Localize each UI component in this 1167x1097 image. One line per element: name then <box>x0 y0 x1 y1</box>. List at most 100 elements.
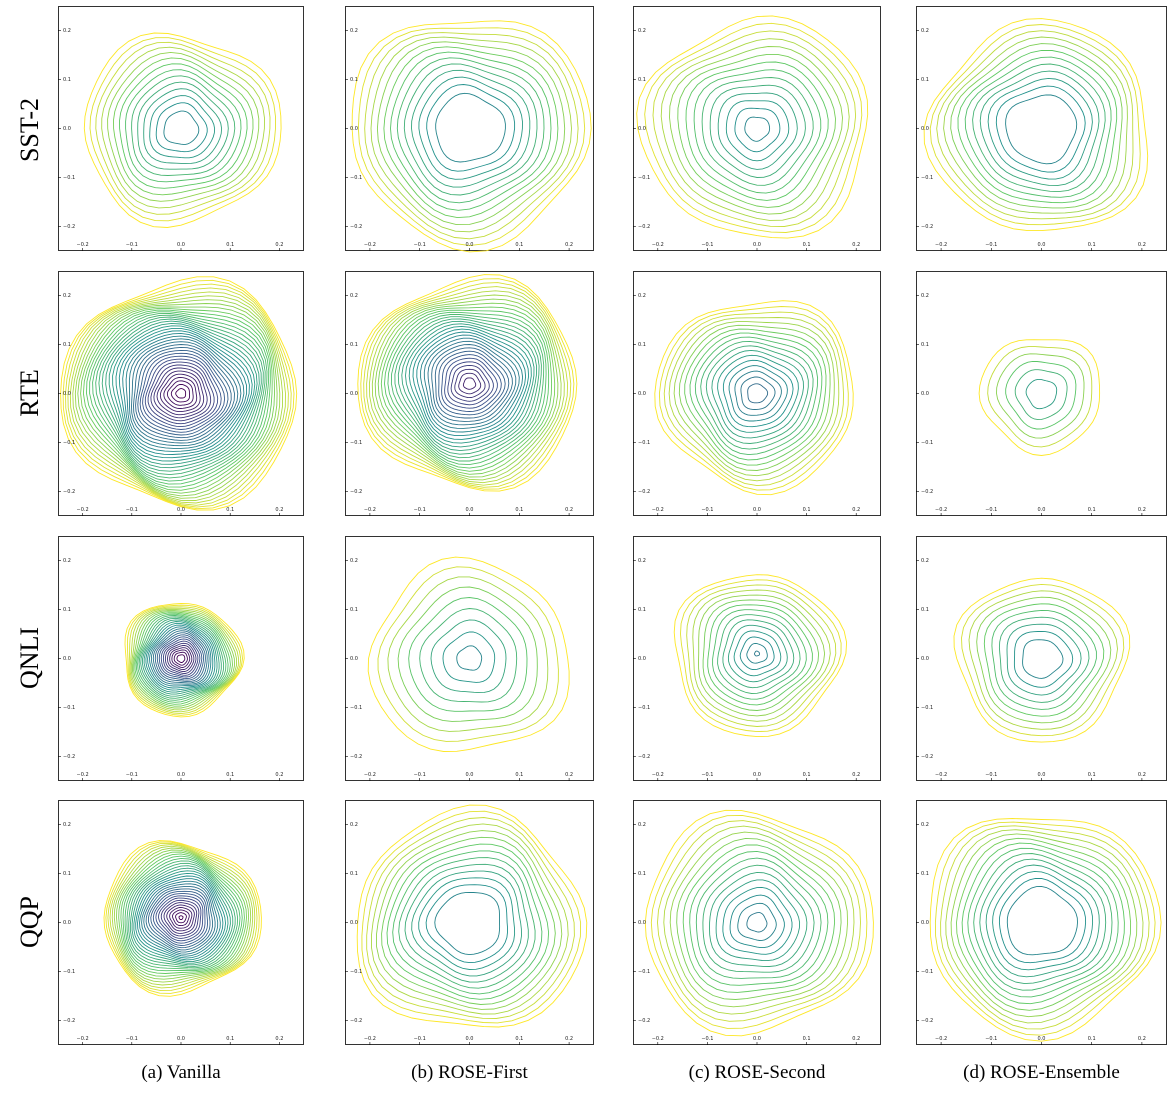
contour-level <box>62 279 295 510</box>
contour-level <box>727 624 788 683</box>
contour-level <box>380 306 553 472</box>
contour-level <box>130 608 237 711</box>
contour-level <box>113 847 252 983</box>
contour-lines <box>923 18 1149 232</box>
contour-level <box>1006 623 1082 696</box>
contour-level <box>447 361 494 406</box>
contour-level <box>360 278 575 490</box>
contour-level <box>115 327 253 459</box>
y-tick-label: 0.0 <box>350 656 358 662</box>
y-tick-label: 0.2 <box>63 822 71 828</box>
y-tick-label: −0.2 <box>63 224 75 230</box>
contour-level <box>131 75 236 176</box>
y-tick-label: −0.1 <box>921 175 933 181</box>
contour-lines <box>83 32 282 228</box>
y-tick-label: −0.2 <box>63 754 75 760</box>
contour-level <box>147 361 215 425</box>
contour-level <box>394 316 542 459</box>
contour-level <box>364 32 579 240</box>
y-tick-label: 0.0 <box>63 391 71 397</box>
contour-level <box>118 330 250 455</box>
contour-level <box>403 63 538 196</box>
y-tick-label: 0.0 <box>921 391 929 397</box>
y-tick-label: −0.2 <box>638 754 650 760</box>
axes-frame <box>916 536 1167 781</box>
contour-level <box>366 286 569 486</box>
contour-level <box>677 53 836 208</box>
contour-level <box>408 597 528 712</box>
contour-level <box>122 855 243 972</box>
y-tick-label: 0.1 <box>921 607 929 613</box>
contour-level <box>160 638 201 678</box>
contour-lines <box>103 840 262 997</box>
contour-level <box>139 878 221 957</box>
x-tick-label: −0.2 <box>652 772 664 778</box>
contour-level <box>396 57 545 204</box>
contour-level <box>152 630 208 684</box>
x-tick-label: 0.1 <box>1088 1036 1096 1042</box>
contour-level <box>427 340 517 426</box>
contour-level <box>150 628 210 685</box>
contour-level <box>660 38 850 221</box>
x-tick-label: 0.0 <box>466 242 474 248</box>
contour-level <box>1025 378 1058 410</box>
y-tick-label: 0.2 <box>921 558 929 564</box>
y-tick-label: 0.2 <box>638 822 646 828</box>
contour-level <box>754 650 760 657</box>
y-tick-label: −0.1 <box>921 440 933 446</box>
contour-level <box>120 853 245 974</box>
contour-lines <box>351 20 592 253</box>
y-tick-label: 0.2 <box>350 28 358 34</box>
contour-level <box>725 100 790 162</box>
contour-level <box>694 336 819 456</box>
contour-level <box>351 20 592 253</box>
contour-level <box>450 365 490 402</box>
contour-level <box>132 610 236 709</box>
contour-level <box>170 383 191 403</box>
y-tick-label: −0.1 <box>350 705 362 711</box>
contour-level <box>133 870 229 963</box>
x-tick-label: −0.2 <box>77 772 89 778</box>
contour-level <box>141 880 219 955</box>
contour-level <box>142 355 222 430</box>
contour-level <box>80 306 275 494</box>
contour-level <box>129 865 234 966</box>
x-tick-label: 0.1 <box>515 1036 523 1042</box>
y-tick-label: 0.2 <box>921 28 929 34</box>
y-tick-label: 0.1 <box>350 871 358 877</box>
x-tick-label: 0.0 <box>177 507 185 513</box>
contour-level <box>408 325 532 444</box>
contour-level <box>682 844 836 993</box>
y-tick-label: 0.1 <box>63 77 71 83</box>
y-tick-label: 0.1 <box>350 77 358 83</box>
contour-level <box>709 871 808 967</box>
x-tick-label: 0.1 <box>515 772 523 778</box>
contour-level <box>129 607 240 713</box>
contour-level <box>936 30 1134 220</box>
x-tick-label: 0.1 <box>803 772 811 778</box>
y-tick-label: −0.2 <box>921 489 933 495</box>
y-tick-label: 0.0 <box>921 656 929 662</box>
contour-level <box>363 282 572 488</box>
x-tick-label: −0.1 <box>126 1036 138 1042</box>
contour-level <box>438 350 506 416</box>
contour-level <box>728 365 788 422</box>
y-tick-label: −0.2 <box>350 1018 362 1024</box>
x-tick-label: −0.1 <box>126 507 138 513</box>
x-tick-label: −0.2 <box>77 1036 89 1042</box>
y-tick-label: −0.2 <box>638 489 650 495</box>
contour-level <box>140 617 222 697</box>
x-tick-label: −0.1 <box>701 507 713 513</box>
contour-level <box>431 344 513 422</box>
contour-level <box>95 314 266 479</box>
contour-level <box>961 583 1125 737</box>
contour-level <box>156 634 205 681</box>
contour-level <box>434 891 501 956</box>
y-tick-label: 0.2 <box>638 28 646 34</box>
contour-level <box>712 609 807 700</box>
contour-level <box>983 603 1105 717</box>
contour-level <box>737 902 777 941</box>
contour-panel-sst2-4: −0.2 −0.2 −0.1 −0.1 0.0 0.0 0.1 0.1 0.2 0.2 <box>916 6 1167 251</box>
contour-level <box>968 590 1118 730</box>
